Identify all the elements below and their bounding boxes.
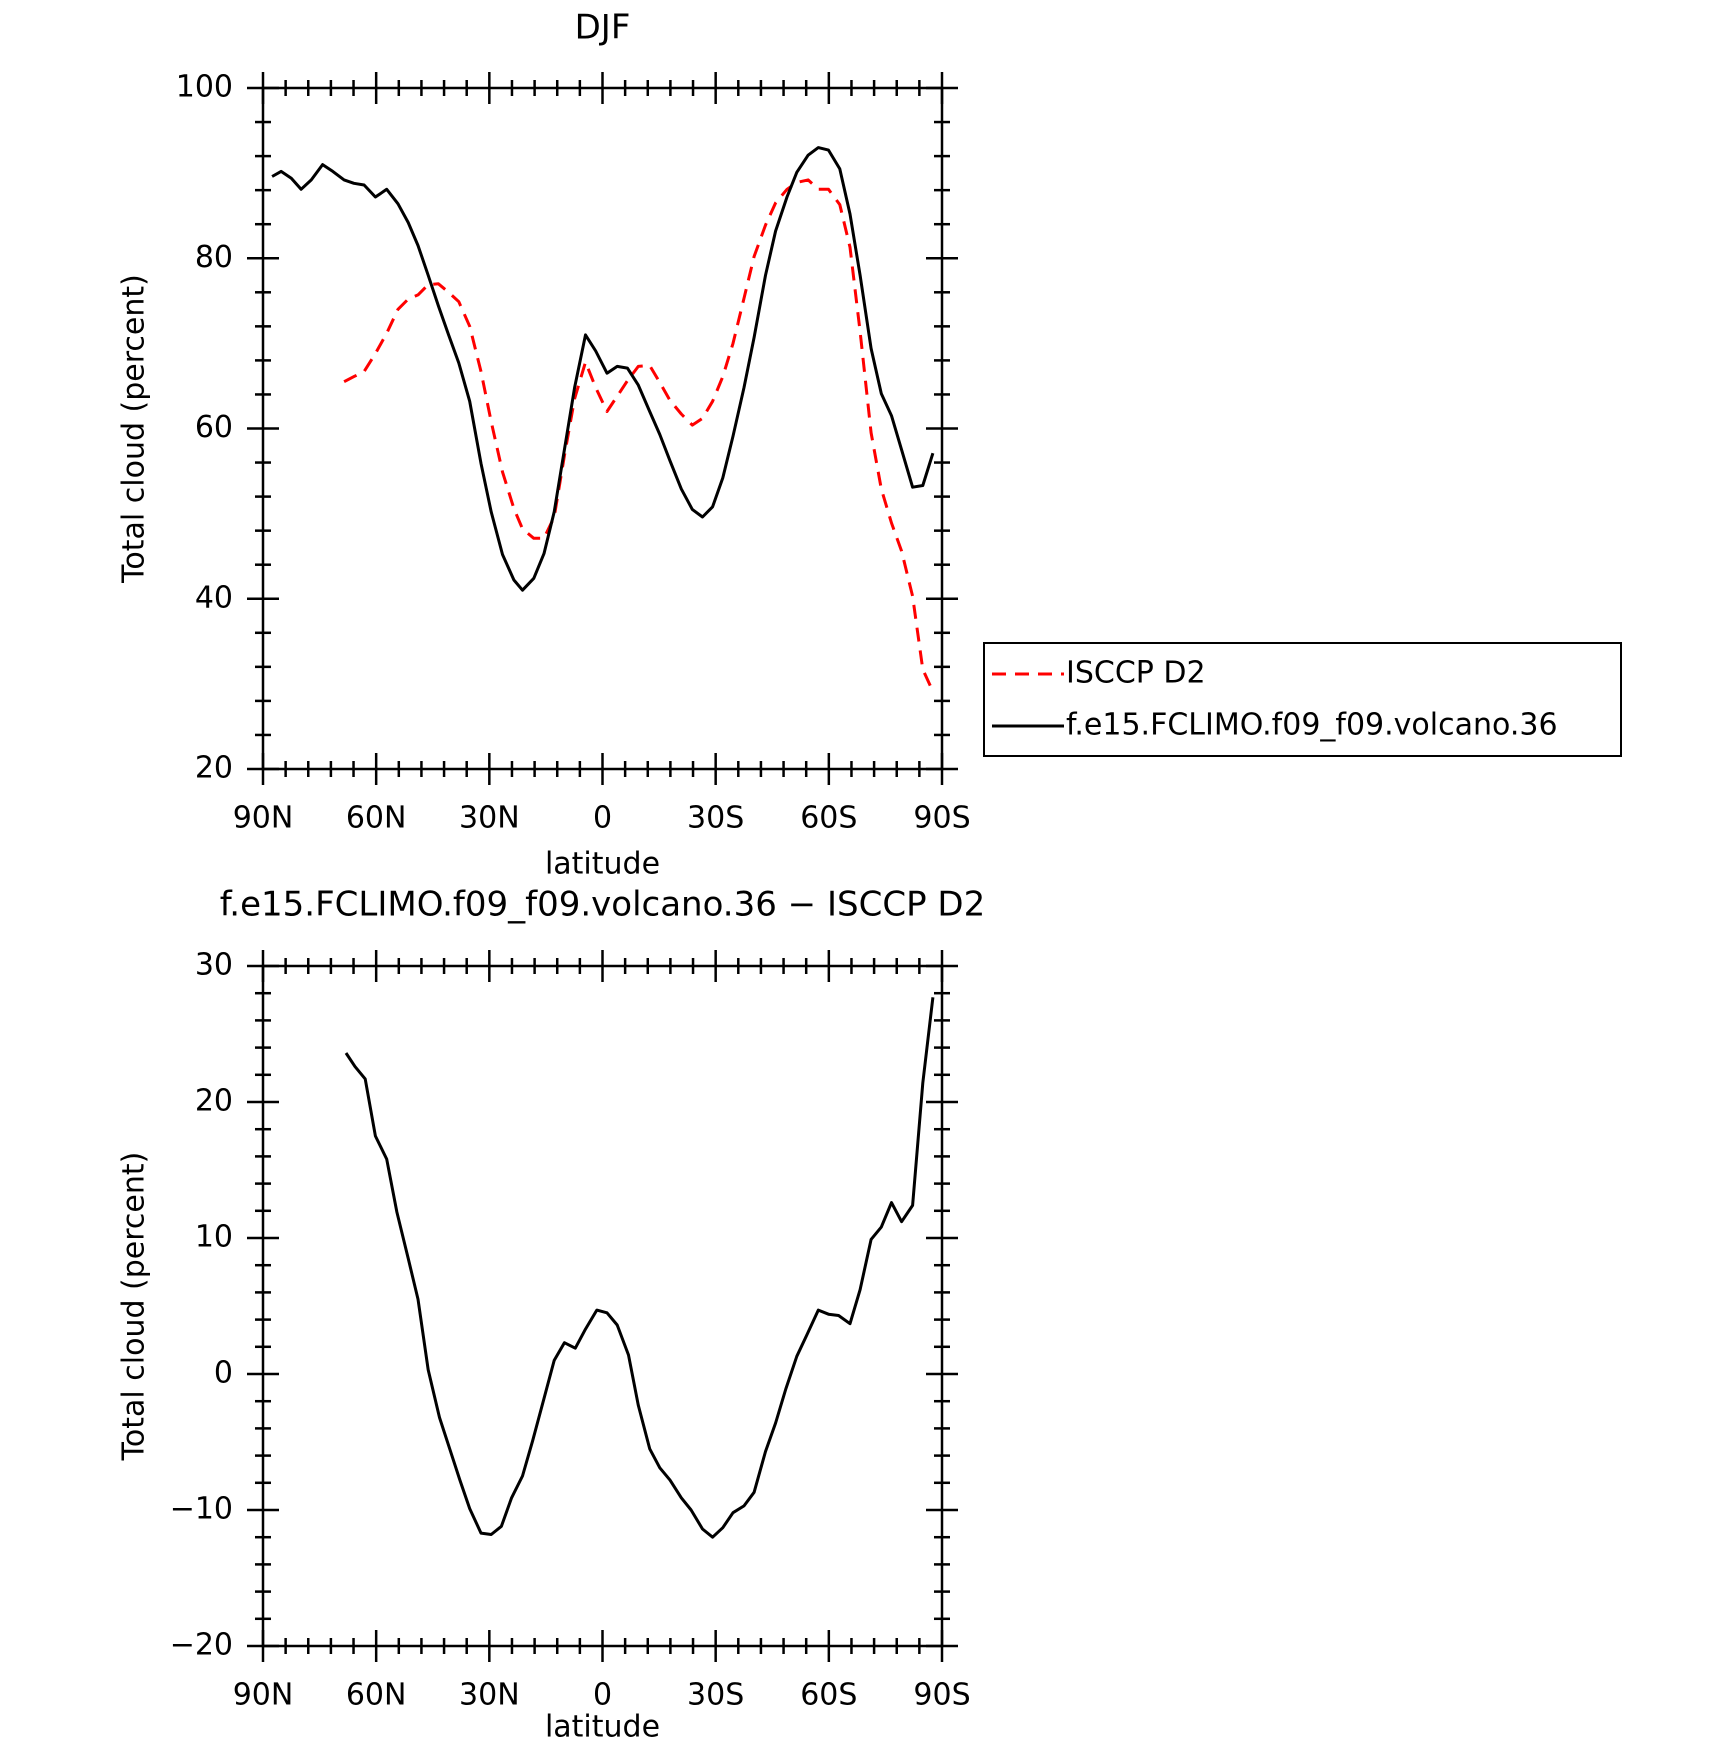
series-line — [344, 997, 935, 1539]
x-tick-label: 0 — [593, 1678, 612, 1713]
y-tick-label: 10 — [195, 1220, 233, 1255]
x-tick-label: 30N — [459, 801, 520, 836]
x-axis-label: latitude — [545, 1710, 660, 1745]
x-tick-label: 30S — [687, 801, 744, 836]
x-tick-label: 30N — [459, 1678, 520, 1713]
x-tick-label: 90N — [233, 801, 294, 836]
series-line — [343, 178, 935, 693]
x-tick-label: 60N — [346, 1678, 407, 1713]
y-tick-label: 20 — [195, 751, 233, 786]
plot-frame — [261, 86, 944, 771]
y-tick-label: 20 — [195, 1084, 233, 1119]
x-tick-label: 90S — [913, 801, 970, 836]
x-tick-label: 30S — [687, 1678, 744, 1713]
y-tick-label: 0 — [214, 1356, 233, 1391]
y-tick-label: 60 — [195, 410, 233, 445]
chart-title: DJF — [575, 8, 631, 48]
x-tick-label: 60S — [800, 801, 857, 836]
y-tick-label: 40 — [195, 580, 233, 615]
x-tick-label: 60N — [346, 801, 407, 836]
y-tick-label: −20 — [170, 1628, 233, 1663]
y-tick-label: 80 — [195, 240, 233, 275]
y-tick-label: −10 — [170, 1492, 233, 1527]
legend-label: f.e15.FCLIMO.f09_f09.volcano.36 — [1066, 708, 1558, 743]
series-line — [271, 146, 935, 592]
x-axis-label: latitude — [545, 847, 660, 882]
x-tick-label: 60S — [800, 1678, 857, 1713]
y-tick-label: 100 — [176, 70, 233, 105]
y-tick-label: 30 — [195, 948, 233, 983]
x-tick-label: 0 — [593, 801, 612, 836]
plot-frame — [261, 964, 944, 1648]
y-axis-label: Total cloud (percent) — [117, 1152, 152, 1462]
y-axis-label: Total cloud (percent) — [117, 274, 152, 584]
legend-box — [983, 642, 1622, 757]
x-tick-label: 90S — [913, 1678, 970, 1713]
legend-label: ISCCP D2 — [1066, 656, 1206, 691]
chart-title: f.e15.FCLIMO.f09_f09.volcano.36 − ISCCP … — [220, 885, 985, 925]
x-tick-label: 90N — [233, 1678, 294, 1713]
